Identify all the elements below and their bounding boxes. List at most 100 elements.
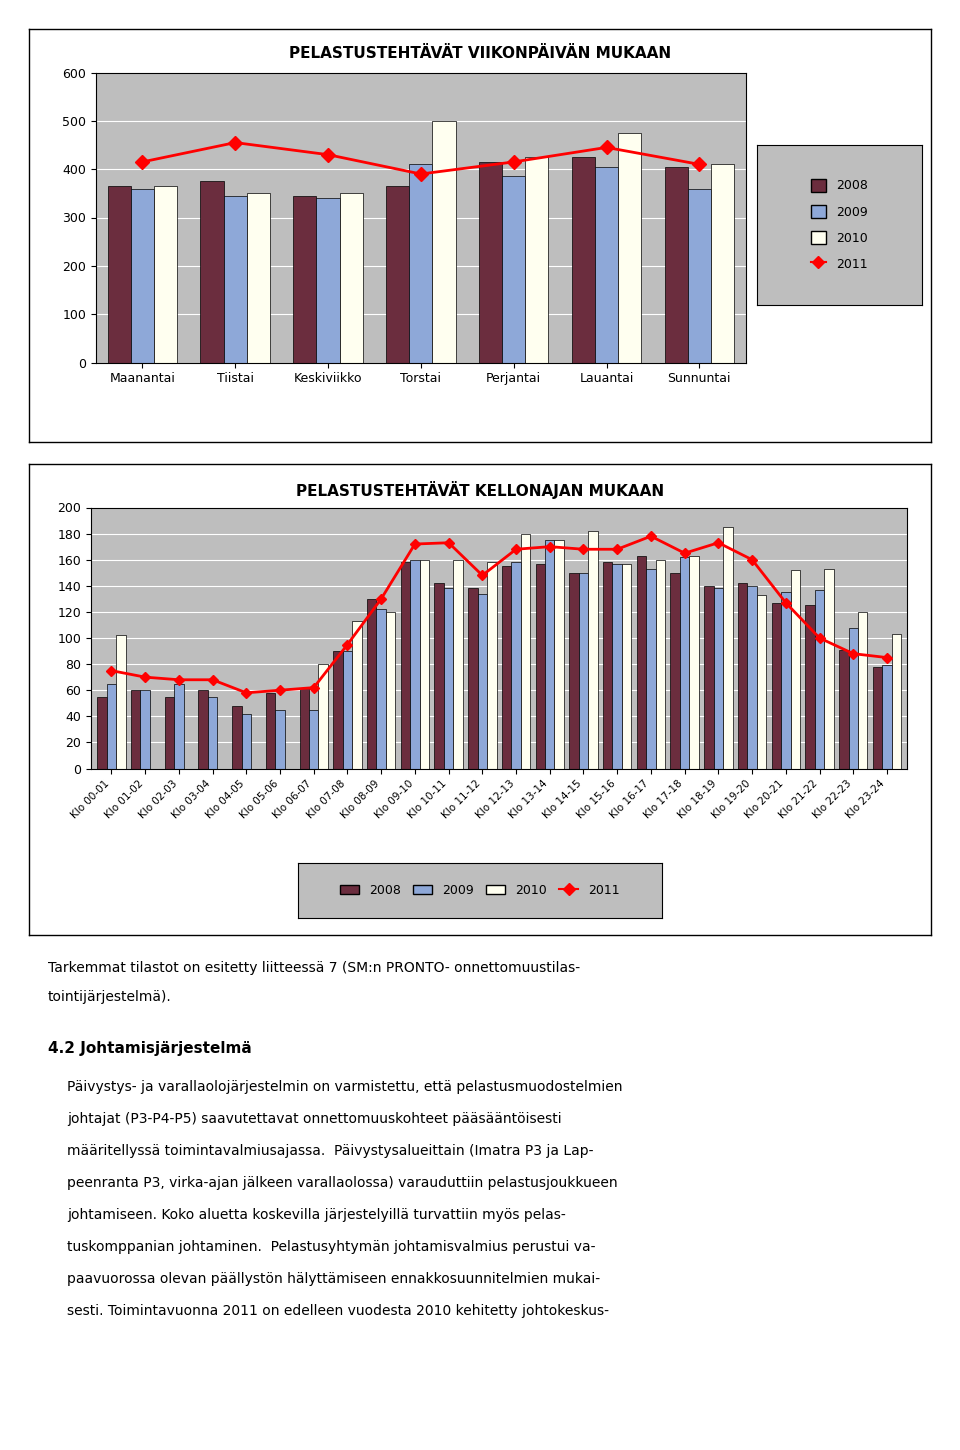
Bar bbox=[723, 528, 732, 768]
Bar bbox=[892, 634, 901, 768]
Bar bbox=[555, 541, 564, 768]
Bar bbox=[140, 690, 150, 768]
Bar bbox=[687, 188, 711, 362]
Bar bbox=[536, 564, 545, 769]
Bar bbox=[815, 590, 825, 768]
Bar bbox=[595, 167, 618, 362]
Bar bbox=[772, 603, 781, 768]
Bar bbox=[738, 583, 748, 769]
Bar bbox=[343, 651, 352, 769]
Bar bbox=[805, 606, 815, 769]
Bar bbox=[858, 612, 868, 768]
Bar bbox=[131, 188, 154, 362]
Bar bbox=[376, 609, 386, 768]
Text: Päivystys- ja varallaolojärjestelmin on varmistettu, että pelastusmuodostelmien: Päivystys- ja varallaolojärjestelmin on … bbox=[67, 1080, 623, 1095]
Bar bbox=[276, 710, 285, 768]
Bar bbox=[680, 557, 689, 769]
Bar bbox=[569, 573, 579, 768]
Bar bbox=[266, 693, 276, 769]
Bar bbox=[208, 697, 217, 768]
Bar bbox=[579, 573, 588, 768]
Bar bbox=[386, 612, 396, 768]
Bar bbox=[468, 589, 478, 768]
Bar bbox=[293, 196, 317, 362]
Bar bbox=[300, 687, 309, 768]
Bar bbox=[873, 667, 882, 768]
Bar bbox=[748, 586, 756, 768]
Text: tointijärjestelmä).: tointijärjestelmä). bbox=[48, 990, 172, 1005]
Bar bbox=[664, 167, 687, 362]
Bar bbox=[825, 568, 833, 768]
Bar bbox=[352, 621, 362, 769]
Bar bbox=[656, 560, 665, 768]
Text: johtajat (P3-P4-P5) saavutettavat onnettomuuskohteet pääsääntöisesti: johtajat (P3-P4-P5) saavutettavat onnett… bbox=[67, 1112, 562, 1127]
Bar bbox=[689, 555, 699, 768]
Text: määritellyssä toimintavalmiusajassa.  Päivystysalueittain (Imatra P3 ja Lap-: määritellyssä toimintavalmiusajassa. Päi… bbox=[67, 1144, 593, 1159]
Bar bbox=[107, 684, 116, 768]
Text: sesti. Toimintavuonna 2011 on edelleen vuodesta 2010 kehitetty johtokeskus-: sesti. Toimintavuonna 2011 on edelleen v… bbox=[67, 1304, 610, 1318]
Bar bbox=[670, 573, 680, 768]
Bar bbox=[317, 199, 340, 362]
Bar bbox=[333, 651, 343, 769]
Bar bbox=[756, 594, 766, 769]
Bar bbox=[97, 697, 107, 768]
Bar bbox=[618, 133, 641, 362]
Bar bbox=[781, 593, 790, 768]
Legend: 2008, 2009, 2010, 2011: 2008, 2009, 2010, 2011 bbox=[806, 174, 873, 276]
Bar bbox=[174, 684, 183, 768]
Text: 4.2 Johtamisjärjestelmä: 4.2 Johtamisjärjestelmä bbox=[48, 1041, 252, 1056]
Bar bbox=[502, 567, 512, 768]
Bar bbox=[705, 586, 713, 768]
Bar bbox=[713, 589, 723, 768]
Bar bbox=[520, 534, 530, 768]
Bar bbox=[882, 666, 892, 769]
Text: PELASTUSTEHTÄVÄT VIIKONPÄIVÄN MUKAAN: PELASTUSTEHTÄVÄT VIIKONPÄIVÄN MUKAAN bbox=[289, 46, 671, 61]
Bar bbox=[340, 193, 363, 362]
Bar bbox=[131, 690, 140, 768]
Text: tuskomppanian johtaminen.  Pelastusyhtymän johtamisvalmius perustui va-: tuskomppanian johtaminen. Pelastusyhtymä… bbox=[67, 1240, 596, 1254]
Bar bbox=[232, 706, 242, 768]
Bar bbox=[432, 120, 456, 362]
Bar bbox=[409, 164, 432, 362]
Bar bbox=[487, 563, 496, 768]
Bar bbox=[116, 635, 126, 768]
Text: PELASTUSTEHTÄVÄT KELLONAJAN MUKAAN: PELASTUSTEHTÄVÄT KELLONAJAN MUKAAN bbox=[296, 481, 664, 499]
Bar bbox=[420, 560, 429, 768]
Bar bbox=[603, 563, 612, 768]
Bar bbox=[444, 589, 453, 768]
Bar bbox=[612, 564, 622, 769]
Bar bbox=[636, 555, 646, 768]
Bar bbox=[622, 564, 632, 769]
Bar bbox=[319, 664, 328, 768]
Text: peenranta P3, virka-ajan jälkeen varallaolossa) varauduttiin pelastusjoukkueen: peenranta P3, virka-ajan jälkeen varalla… bbox=[67, 1176, 618, 1190]
Bar bbox=[108, 186, 131, 362]
Bar bbox=[711, 164, 734, 362]
Bar bbox=[502, 177, 525, 362]
Bar bbox=[478, 593, 487, 768]
Bar bbox=[165, 697, 174, 768]
Bar bbox=[512, 563, 520, 768]
Bar bbox=[201, 181, 224, 362]
Bar bbox=[224, 196, 247, 362]
Bar bbox=[435, 583, 444, 769]
Bar bbox=[199, 690, 208, 768]
Bar bbox=[309, 710, 319, 768]
Bar bbox=[410, 560, 420, 768]
Bar bbox=[525, 157, 548, 362]
Bar bbox=[247, 193, 270, 362]
Bar bbox=[479, 162, 502, 362]
Text: Tarkemmat tilastot on esitetty liitteessä 7 (SM:n PRONTO- onnettomuustilas-: Tarkemmat tilastot on esitetty liitteess… bbox=[48, 961, 580, 976]
Legend: 2008, 2009, 2010, 2011: 2008, 2009, 2010, 2011 bbox=[335, 879, 625, 902]
Bar bbox=[367, 599, 376, 769]
Bar bbox=[154, 186, 178, 362]
Bar bbox=[453, 560, 463, 768]
Bar bbox=[839, 650, 849, 768]
Bar bbox=[545, 541, 555, 768]
Bar bbox=[646, 568, 656, 768]
Bar bbox=[400, 563, 410, 768]
Bar bbox=[242, 713, 251, 768]
Bar bbox=[790, 570, 800, 768]
Bar bbox=[572, 157, 595, 362]
Bar bbox=[849, 628, 858, 768]
Text: johtamiseen. Koko aluetta koskevilla järjestelyillä turvattiin myös pelas-: johtamiseen. Koko aluetta koskevilla jär… bbox=[67, 1208, 566, 1222]
